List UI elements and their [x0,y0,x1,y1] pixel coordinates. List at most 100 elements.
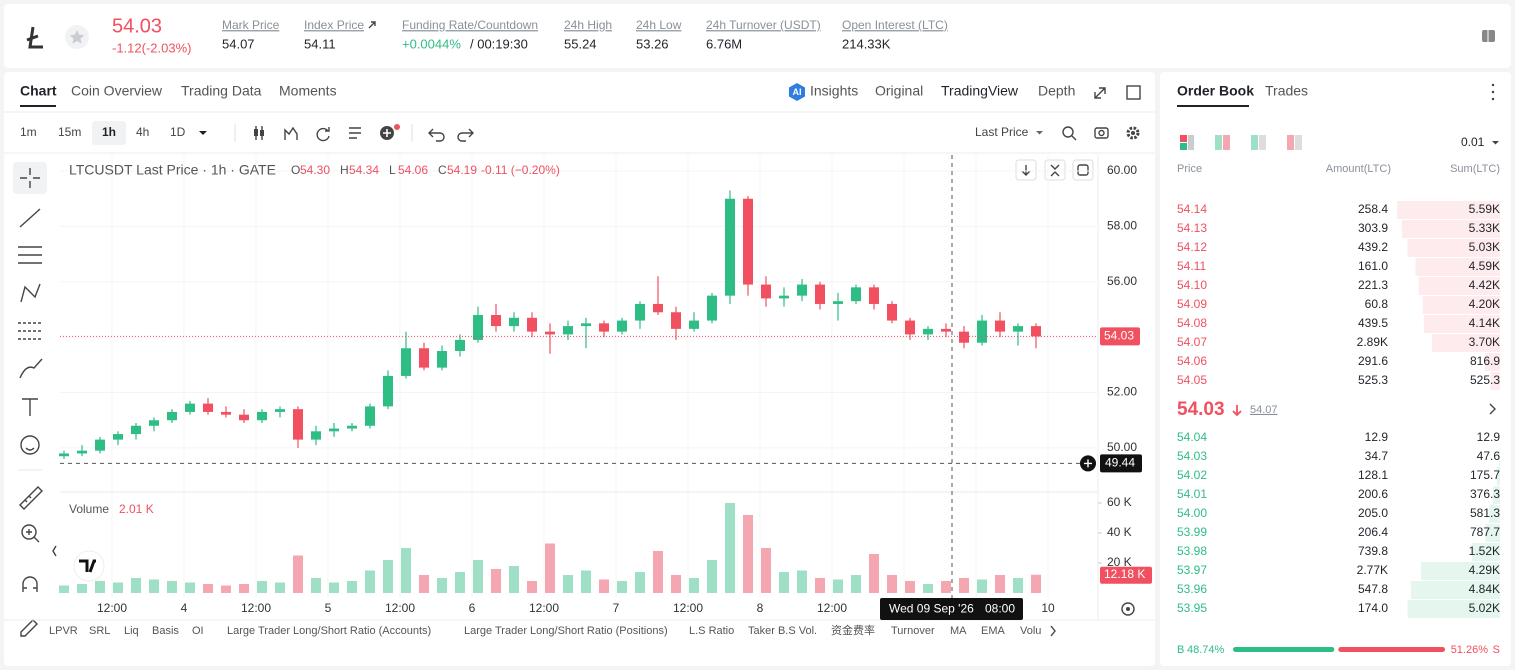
candle-body [563,326,573,335]
dropdown-caret[interactable] [1492,141,1499,145]
maximize-pane-button[interactable] [1072,159,1094,181]
buy-ratio-bar [1233,647,1335,652]
snapshot-button[interactable] [1094,127,1109,139]
emoji-tool[interactable] [20,435,40,455]
view-tab[interactable]: Depth [1038,83,1075,99]
replay-button[interactable] [316,127,330,142]
dropdown-caret[interactable] [1036,131,1043,135]
indicator-button[interactable]: Large Trader Long/Short Ratio (Accounts) [227,625,431,637]
trendline-tool[interactable] [19,208,41,228]
settings-button[interactable] [1126,126,1140,140]
indicator-button[interactable]: Liq [124,625,139,637]
interval-button[interactable]: 1h [102,125,116,139]
indicator-button[interactable]: L.S Ratio [689,625,734,637]
indicator-button[interactable]: LPVR [49,625,78,637]
collapse-pane-button[interactable] [1044,159,1066,181]
interval-button[interactable]: 4h [136,125,149,139]
price-type-select[interactable]: Last Price [975,125,1029,139]
order-price: 54.08 [1177,316,1207,330]
crosshair-price-tag [1100,454,1142,473]
add-indicator-button[interactable] [380,124,400,140]
candle-body [1031,326,1041,337]
chart-tab[interactable]: Coin Overview [71,83,163,99]
channel-tool[interactable] [18,246,42,264]
indicator-button[interactable]: MA [950,625,967,637]
indicator-button[interactable]: EMA [981,625,1006,637]
scroll-right[interactable] [1050,625,1056,637]
volume-bar [257,580,267,593]
order-amount: 547.8 [1358,582,1388,596]
volume-tick-label: 60 K [1107,495,1132,509]
both-sides-button[interactable] [1180,135,1194,150]
notes-button[interactable] [1482,30,1495,42]
current-price-tag [1100,327,1140,346]
indicator-button[interactable]: 资金费率 [831,623,875,637]
order-price: 54.04 [1177,430,1207,444]
interval-button[interactable]: 1D [170,125,186,139]
magnet-tool[interactable] [22,576,38,592]
chart-tab[interactable]: Moments [279,83,337,99]
chart-tab[interactable]: Trading Data [181,83,262,99]
indicator-button[interactable]: Taker B.S Vol. [748,625,817,637]
fullscreen-button[interactable] [1094,87,1106,99]
template-button[interactable] [349,127,361,139]
crosshair-tool[interactable] [20,168,40,188]
expand-button[interactable] [1489,403,1496,415]
bids-only-button[interactable] [1251,135,1266,150]
brush-tool[interactable] [19,358,43,379]
view-tab[interactable]: Insights [810,83,858,99]
depth-bar [1493,486,1500,504]
chart-tab[interactable]: Chart [20,83,57,99]
favorite-button[interactable] [65,25,89,49]
text-tool[interactable] [22,398,38,416]
external-link-icon[interactable] [368,21,376,29]
candle-body [509,317,519,327]
precision-select[interactable]: 0.01 [1461,135,1485,149]
depth-bar [1397,201,1500,219]
search-button[interactable] [1062,126,1077,141]
lock-tool[interactable] [20,619,38,637]
candle-body [77,450,87,454]
candle-type-button[interactable] [254,126,264,140]
orderbook-tab[interactable]: Order Book [1177,83,1254,99]
indicator-button[interactable]: SRL [89,625,110,637]
candle-body [635,303,645,321]
dropdown-caret[interactable] [199,131,207,135]
interval-button[interactable]: 1m [20,125,37,139]
y-tick-label: 50.00 [1107,440,1137,454]
x-tick-label: 12:00 [385,601,415,615]
indicator-button[interactable]: Basis [152,625,179,637]
indicator-button[interactable] [284,126,298,140]
volume-bar [527,580,537,593]
last-price: 54.03 [112,15,162,37]
view-tab[interactable]: Original [875,83,923,99]
x-tick-label: 12:00 [97,601,127,615]
reset-axis-button[interactable] [1121,602,1135,616]
collapse-toolbar[interactable] [52,545,57,557]
indicator-button[interactable]: Turnover [891,625,935,637]
orderbook-tab[interactable]: Trades [1265,83,1308,99]
window-button[interactable] [1126,85,1141,100]
volume-bar [725,502,735,593]
fib-tool[interactable] [18,322,42,340]
undo-button[interactable] [428,128,445,142]
indicator-button[interactable]: Large Trader Long/Short Ratio (Positions… [464,625,668,637]
view-tab[interactable]: TradingView [941,83,1019,99]
indicator-button[interactable]: OI [192,625,204,637]
depth-bar [1484,353,1500,371]
order-sum: 4.42K [1469,278,1500,292]
volume-bar [635,571,645,593]
pattern-tool[interactable] [20,283,41,303]
redo-button[interactable] [457,128,474,142]
stat-value: 54.11 [304,36,336,51]
volume-tick-label: 40 K [1107,525,1132,539]
interval-button[interactable]: 15m [58,125,81,139]
measure-tool[interactable] [19,486,43,510]
asks-only-button[interactable] [1287,135,1302,150]
volume-bar [275,582,285,593]
candle-body [473,315,483,340]
volume-title: Volume [69,502,109,516]
indicator-button[interactable]: Volu [1020,625,1041,637]
two-column-button[interactable] [1215,135,1230,150]
zoom-tool[interactable] [21,524,40,543]
